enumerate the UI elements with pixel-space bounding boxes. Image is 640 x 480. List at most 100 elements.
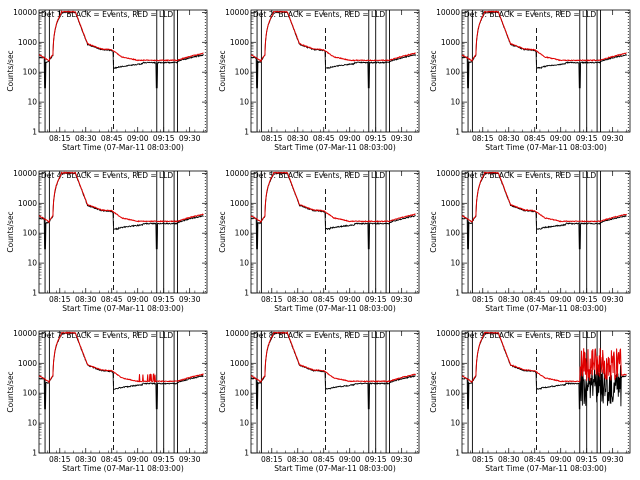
plot-frame [38,9,208,133]
y-tick-label: 100 [23,68,38,77]
x-tick-label: 08:15 [472,134,494,143]
x-tick-label: 09:30 [179,134,201,143]
y-tick-label: 10 [239,419,249,428]
y-tick-label: 1 [455,128,460,137]
y-axis-label: Counts/sec [6,211,15,252]
x-tick-label: 08:45 [524,455,546,464]
x-tick-label: 09:00 [550,295,572,304]
y-tick-label: 1000 [441,199,460,208]
y-axis-label: Counts/sec [429,50,438,91]
x-tick-label: 09:00 [339,295,361,304]
x-tick-label: 09:00 [339,455,361,464]
x-tick-label: 08:30 [287,134,309,143]
y-tick-label: 10 [239,98,249,107]
x-axis-label: Start Time (07-Mar-11 08:03:00) [274,143,396,152]
panel-title: Det 1: BLACK = Events, RED = LLD [41,10,173,19]
y-tick-label: 1000 [18,38,37,47]
panel-title: Det 3: BLACK = Events, RED = LLD [464,10,596,19]
events-series-line [38,332,204,410]
y-tick-label: 1 [455,289,460,298]
y-tick-label: 100 [235,229,250,238]
lld-series-line [38,171,204,224]
x-tick-label: 09:15 [365,295,387,304]
plot-frame [250,9,420,133]
events-series-line [461,10,627,89]
panel-title: Det 9: BLACK = Events, RED = LLD [464,331,596,340]
x-tick-label: 09:00 [550,134,572,143]
lld-series-line [250,171,416,223]
y-tick-label: 1000 [230,38,249,47]
x-axis-label: Start Time (07-Mar-11 08:03:00) [62,143,184,152]
detector-panel-7: Det 7: BLACK = Events, RED = LLD 1 10 100 10… [6,329,208,473]
plot-frame [38,330,208,454]
y-tick-label: 100 [446,389,461,398]
y-tick-label: 1 [244,128,249,137]
y-axis-label: Counts/sec [6,371,15,412]
x-tick-label: 08:45 [313,295,335,304]
x-tick-label: 08:30 [287,295,309,304]
lld-series-line [38,9,204,62]
panel-title: Det 2: BLACK = Events, RED = LLD [253,10,385,19]
x-tick-label: 09:15 [576,134,598,143]
x-tick-label: 09:30 [179,295,201,304]
x-tick-label: 08:30 [498,295,520,304]
events-series-line [461,172,627,250]
y-tick-label: 100 [23,229,38,238]
y-tick-label: 10000 [436,8,460,17]
x-tick-label: 08:45 [524,134,546,143]
x-tick-label: 08:45 [313,134,335,143]
y-tick-label: 100 [23,389,38,398]
x-tick-label: 08:45 [101,134,123,143]
x-tick-label: 08:45 [101,295,123,304]
x-tick-label: 09:15 [153,295,175,304]
y-tick-label: 10 [27,419,37,428]
y-tick-label: 10000 [13,329,37,338]
lld-series-line [461,10,627,62]
y-tick-label: 1000 [441,359,460,368]
x-tick-label: 08:30 [287,455,309,464]
y-tick-label: 10000 [436,169,460,178]
x-tick-label: 08:45 [313,455,335,464]
lld-series-line [461,331,627,383]
x-axis-label: Start Time (07-Mar-11 08:03:00) [485,304,607,313]
x-tick-label: 09:00 [127,455,149,464]
y-tick-label: 10000 [225,169,249,178]
x-tick-label: 09:30 [602,134,624,143]
x-tick-label: 08:30 [75,134,97,143]
x-axis-label: Start Time (07-Mar-11 08:03:00) [62,304,184,313]
detector-panel-6: Det 6: BLACK = Events, RED = LLD 1 10 100 10… [429,169,631,313]
plot-frame [461,9,631,133]
x-tick-label: 08:15 [261,455,283,464]
lld-series-line [38,331,204,384]
y-tick-label: 10 [450,419,460,428]
x-axis-label: Start Time (07-Mar-11 08:03:00) [62,464,184,473]
x-tick-label: 08:30 [498,134,520,143]
y-tick-label: 100 [446,68,461,77]
y-tick-label: 1 [32,449,37,458]
x-axis-label: Start Time (07-Mar-11 08:03:00) [485,143,607,152]
y-axis-label: Counts/sec [6,50,15,91]
x-tick-label: 09:30 [391,295,413,304]
x-tick-label: 09:15 [153,455,175,464]
y-tick-label: 1 [455,449,460,458]
detector-panel-4: Det 4: BLACK = Events, RED = LLD 1 10 100 10… [6,169,208,313]
y-tick-label: 10 [450,98,460,107]
x-tick-label: 08:15 [49,134,71,143]
y-tick-label: 1000 [230,199,249,208]
y-tick-label: 1000 [18,199,37,208]
lld-series-line [250,10,416,63]
y-tick-label: 10 [27,98,37,107]
detector-panel-3: Det 3: BLACK = Events, RED = LLD 1 10 100 10… [429,8,631,152]
lld-series-line [250,331,416,384]
detector-panel-8: Det 8: BLACK = Events, RED = LLD 1 10 100 10… [218,329,420,473]
detector-panel-1: Det 1: BLACK = Events, RED = LLD 1 10 100 10… [6,8,208,152]
y-axis-label: Counts/sec [218,50,227,91]
detector-panel-9: Det 9: BLACK = Events, RED = LLD 1 10 100 10… [429,329,631,473]
plot-frame [250,170,420,294]
y-tick-label: 10000 [13,8,37,17]
events-series-line [38,11,204,89]
y-tick-label: 1 [244,289,249,298]
y-axis-label: Counts/sec [218,211,227,252]
y-axis-label: Counts/sec [429,371,438,412]
